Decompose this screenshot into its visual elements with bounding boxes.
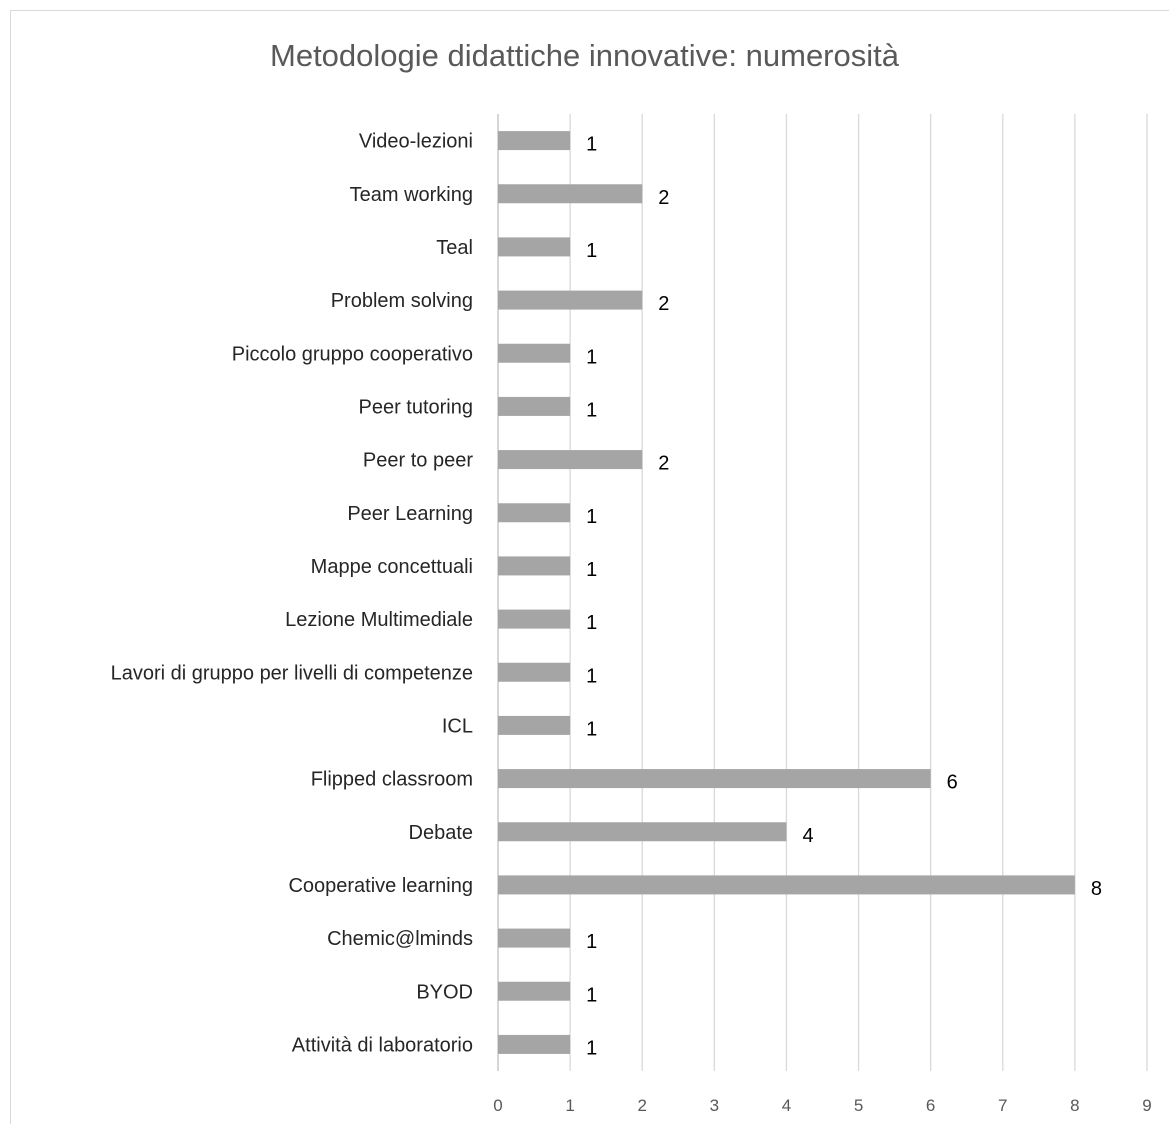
x-tick-label: 6 [926,1096,935,1115]
x-tick-label: 4 [782,1096,791,1115]
x-tick-label: 0 [493,1096,502,1115]
category-label: Cooperative learning [288,875,473,897]
bar [498,396,571,416]
category-label: Flipped classroom [311,769,473,791]
x-tick-label: 2 [637,1096,646,1115]
category-label: Peer tutoring [358,396,473,418]
bar [498,290,643,310]
category-label: Mappe concettuali [311,556,473,578]
category-label: Teal [436,237,473,259]
data-label: 4 [802,825,813,847]
data-label: 1 [586,984,597,1006]
data-label: 1 [586,240,597,262]
category-label: Peer Learning [347,503,473,525]
category-label: Team working [350,184,473,206]
data-label: 1 [586,506,597,528]
bar [498,503,571,523]
x-tick-label: 3 [710,1096,719,1115]
bar [498,1034,571,1054]
gridlines [497,114,1148,1071]
data-label: 1 [586,134,597,156]
bar [498,662,571,682]
category-label: Peer to peer [363,450,473,472]
bar [498,237,571,257]
bar [498,609,571,629]
bar [498,769,931,789]
data-label: 1 [586,399,597,421]
category-label: Problem solving [331,290,473,312]
bar [498,822,787,842]
bar [498,715,571,735]
x-tick-label: 5 [854,1096,863,1115]
data-label: 6 [947,772,958,794]
data-label: 2 [658,187,669,209]
data-label: 2 [658,453,669,475]
category-label: BYOD [416,981,473,1003]
data-label: 1 [586,718,597,740]
x-tick-label: 9 [1142,1096,1151,1115]
labels: 0 1 2 3 4 5 6 7 8 9 Video-lezioni 1 Team working 2 Tea… [111,131,1152,1115]
data-label: 1 [586,612,597,634]
bars [498,131,1075,1054]
data-label: 8 [1091,878,1102,900]
category-label: ICL [442,715,473,737]
category-label: Chemic@lminds [327,928,473,950]
chart-title: Metodologie didattiche innovative: numer… [270,38,899,73]
bar [498,981,571,1001]
data-label: 1 [586,559,597,581]
category-label: Piccolo gruppo cooperativo [232,343,473,365]
bar [498,928,571,948]
data-label: 1 [586,665,597,687]
category-label: Lezione Multimediale [285,609,473,631]
category-label: Attività di laboratorio [292,1034,473,1056]
bar [498,450,643,470]
data-label: 1 [586,346,597,368]
data-label: 2 [658,293,669,315]
x-tick-label: 7 [998,1096,1007,1115]
bar [498,131,571,151]
category-label: Video-lezioni [359,131,473,153]
data-label: 1 [586,1037,597,1059]
bar [498,556,571,576]
x-tick-label: 8 [1070,1096,1079,1115]
category-label: Debate [409,822,474,844]
bar [498,875,1075,895]
category-label: Lavori di gruppo per livelli di competen… [111,662,473,684]
x-tick-label: 1 [565,1096,574,1115]
data-label: 1 [586,931,597,953]
bar [498,343,571,363]
bar [498,184,643,204]
